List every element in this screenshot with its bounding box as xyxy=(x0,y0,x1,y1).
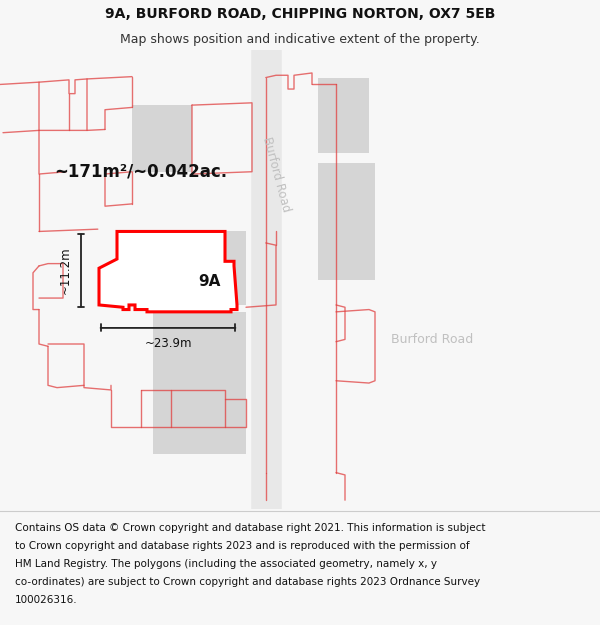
Bar xyxy=(318,78,369,153)
Text: Burford Road: Burford Road xyxy=(391,333,473,346)
Text: ~171m²/~0.042ac.: ~171m²/~0.042ac. xyxy=(54,162,227,181)
Polygon shape xyxy=(99,231,237,312)
Text: Map shows position and indicative extent of the property.: Map shows position and indicative extent… xyxy=(120,32,480,46)
Text: 9A: 9A xyxy=(198,274,220,289)
Text: to Crown copyright and database rights 2023 and is reproduced with the permissio: to Crown copyright and database rights 2… xyxy=(15,541,470,551)
Text: ~23.9m: ~23.9m xyxy=(144,337,192,350)
Text: Contains OS data © Crown copyright and database right 2021. This information is : Contains OS data © Crown copyright and d… xyxy=(15,523,485,533)
Bar xyxy=(132,105,192,172)
Text: HM Land Registry. The polygons (including the associated geometry, namely x, y: HM Land Registry. The polygons (includin… xyxy=(15,559,437,569)
Text: 9A, BURFORD ROAD, CHIPPING NORTON, OX7 5EB: 9A, BURFORD ROAD, CHIPPING NORTON, OX7 5… xyxy=(105,7,495,21)
Text: Burford Road: Burford Road xyxy=(260,135,292,213)
Bar xyxy=(153,399,246,454)
Text: co-ordinates) are subject to Crown copyright and database rights 2023 Ordnance S: co-ordinates) are subject to Crown copyr… xyxy=(15,577,480,587)
Bar xyxy=(318,162,375,280)
Bar xyxy=(153,312,246,399)
Text: 100026316.: 100026316. xyxy=(15,595,77,605)
Bar xyxy=(153,231,246,305)
Text: ~11.2m: ~11.2m xyxy=(58,247,71,294)
